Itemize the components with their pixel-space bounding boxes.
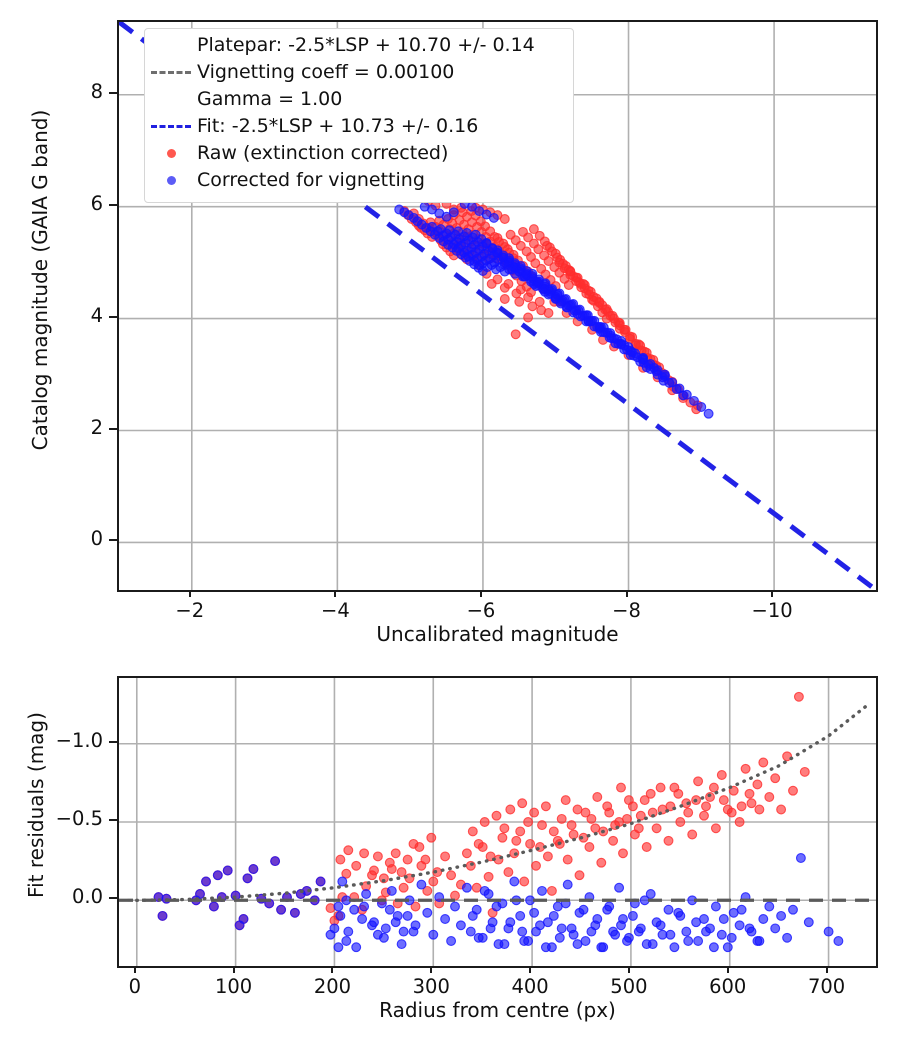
y-tick-mark [109,427,117,430]
x-tick-mark [529,966,532,973]
x-tick-mark [726,966,729,973]
residuals-plot-frame [117,676,878,968]
x-tick-label: 600 [709,975,747,998]
y-tick-label: 0.0 [71,885,103,909]
legend-item: Fit: -2.5*LSP + 10.73 +/- 0.16 [145,113,573,140]
x-tick-label: 200 [313,975,352,998]
calibration-legend: Platepar: -2.5*LSP + 10.70 +/- 0.14 Vign… [144,28,574,203]
x-tick-mark [479,590,482,597]
x-tick-mark [771,590,774,597]
legend-item: Corrected for vignetting [145,167,573,194]
legend-label-raw: Raw (extinction corrected) [197,142,449,164]
red-dot-icon [145,140,197,167]
y-tick-label: 0 [90,527,103,551]
residuals-x-axis-label: Radius from centre (px) [379,998,616,1022]
x-tick-label: −10 [751,599,793,622]
x-tick-label: −8 [612,599,641,622]
x-tick-mark [430,966,433,973]
y-tick-mark [109,740,117,743]
dashed-line-icon [145,59,197,86]
y-tick-mark [109,539,117,542]
x-tick-mark [625,590,628,597]
legend-key-blank [145,32,197,59]
x-tick-mark [334,590,337,597]
y-tick-label: 6 [90,191,103,215]
x-tick-label: −4 [320,599,350,622]
legend-item: Raw (extinction corrected) [145,140,573,167]
legend-key-blank [145,86,197,113]
calibration-x-axis-label: Uncalibrated magnitude [376,622,619,646]
x-tick-mark [331,966,334,973]
x-tick-label: 0 [128,975,141,998]
y-tick-mark [109,91,117,94]
legend-label-gamma: Gamma = 1.00 [197,88,343,110]
scatter-series [394,198,714,419]
x-tick-label: −2 [175,599,205,622]
y-tick-label: 2 [90,415,103,439]
y-tick-label: 8 [90,79,103,103]
scatter-series [153,853,844,953]
legend-item: Platepar: -2.5*LSP + 10.70 +/- 0.14 [145,32,573,59]
y-tick-mark [109,203,117,206]
legend-label-vignetting-coeff: Vignetting coeff = 0.00100 [197,61,455,83]
x-tick-label: 400 [511,975,549,998]
blue-dot-icon [145,167,197,194]
residuals-plot-canvas [119,678,876,966]
legend-item: Gamma = 1.00 [145,86,573,113]
y-tick-label: −0.5 [55,807,103,830]
legend-label-platepar: Platepar: -2.5*LSP + 10.70 +/- 0.14 [197,34,535,56]
y-tick-mark [109,819,117,821]
x-tick-label: 500 [610,975,648,998]
y-tick-mark [109,315,117,318]
y-tick-mark [109,897,117,900]
x-tick-mark [232,966,235,973]
x-tick-label: 700 [807,975,846,998]
legend-label-corrected: Corrected for vignetting [197,169,425,191]
y-tick-label: −1.0 [55,728,103,752]
legend-label-fit: Fit: -2.5*LSP + 10.73 +/- 0.16 [197,115,479,137]
x-tick-mark [825,966,828,973]
x-tick-label: −6 [466,599,496,622]
x-tick-mark [627,966,630,973]
x-tick-label: 100 [214,975,253,998]
y-tick-label: 4 [90,303,103,327]
x-tick-mark [133,966,136,973]
legend-item: Vignetting coeff = 0.00100 [145,59,573,86]
x-tick-label: 300 [412,975,450,998]
dashed-line-blue-icon [145,113,197,140]
x-tick-mark [188,590,191,597]
